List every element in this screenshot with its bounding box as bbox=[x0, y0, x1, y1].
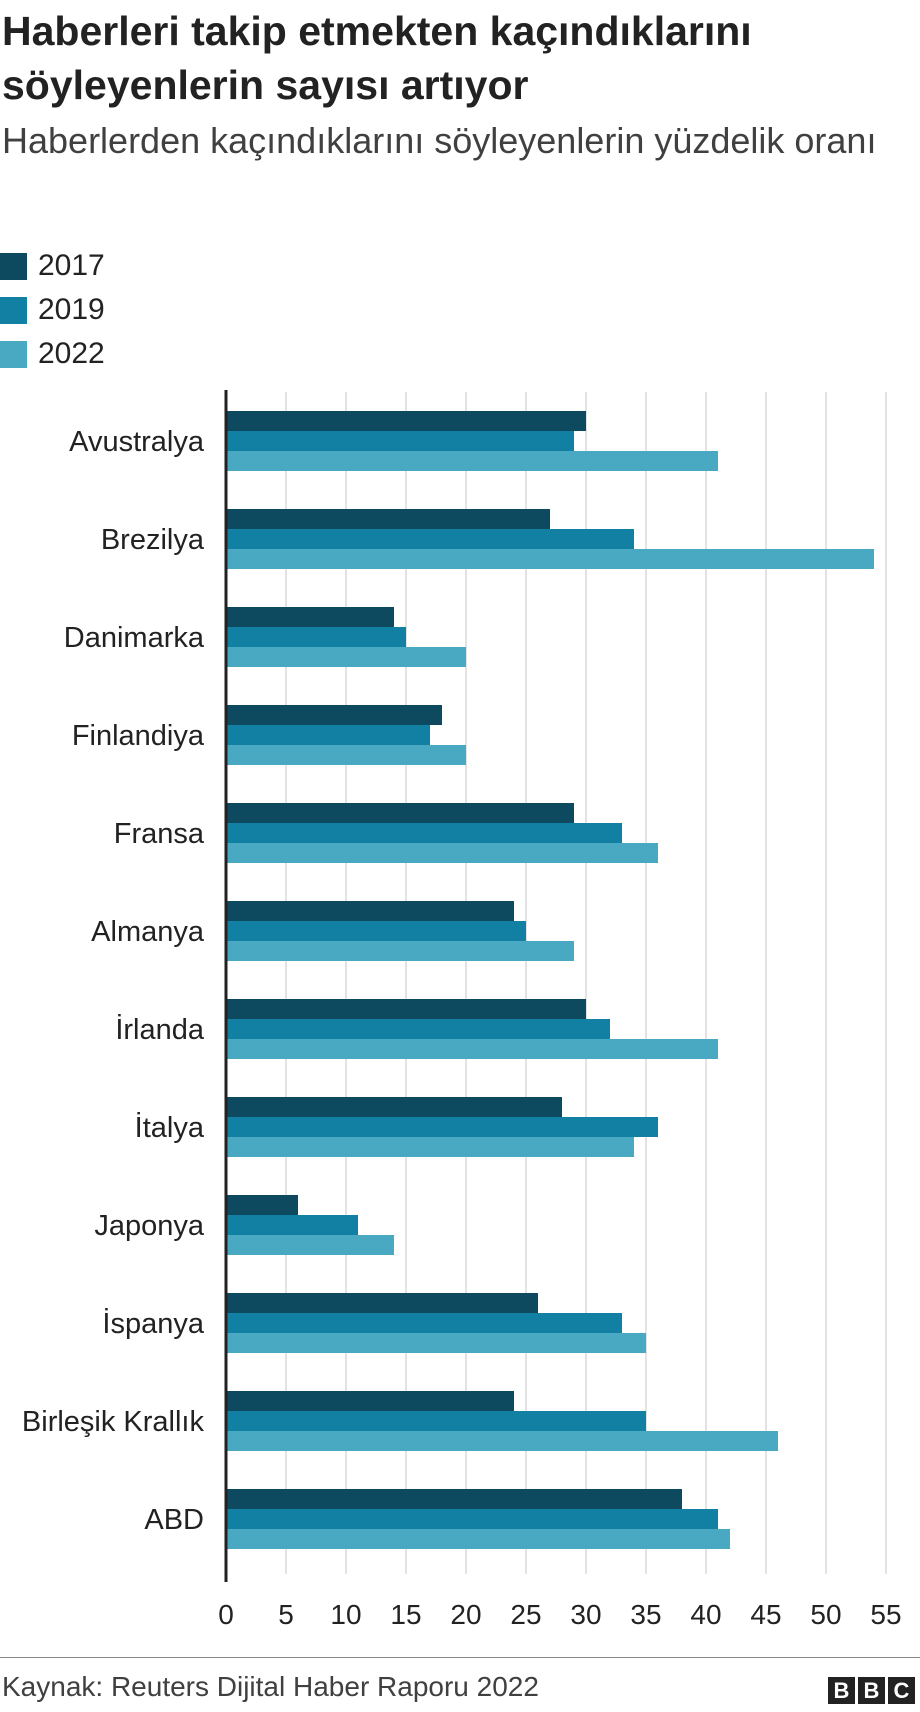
legend-label-2019: 2019 bbox=[38, 293, 105, 326]
legend-swatch-2019 bbox=[0, 296, 27, 324]
bar-2017 bbox=[226, 509, 550, 529]
x-tick-label: 50 bbox=[810, 1599, 841, 1630]
x-tick-label: 15 bbox=[390, 1599, 421, 1630]
bar-2017 bbox=[226, 999, 586, 1019]
x-tick-label: 20 bbox=[450, 1599, 481, 1630]
bbc-logo-letter: C bbox=[888, 1677, 915, 1704]
bar-2017 bbox=[226, 1293, 538, 1313]
bar-2017 bbox=[226, 901, 514, 921]
x-tick-label: 30 bbox=[570, 1599, 601, 1630]
chart-subtitle: Haberlerden kaçındıklarını söyleyenlerin… bbox=[2, 120, 877, 161]
bar-2019 bbox=[226, 627, 406, 647]
category-label: ABD bbox=[144, 1504, 204, 1536]
bar-2017 bbox=[226, 1489, 682, 1509]
bar-2019 bbox=[226, 1509, 718, 1529]
category-label: Finlandiya bbox=[72, 720, 205, 752]
footer-divider bbox=[0, 1657, 920, 1658]
bar-2022 bbox=[226, 1333, 646, 1353]
bar-2019 bbox=[226, 529, 634, 549]
bar-2022 bbox=[226, 745, 466, 765]
x-tick-label: 55 bbox=[870, 1599, 901, 1630]
bar-2019 bbox=[226, 1411, 646, 1431]
bar-2017 bbox=[226, 607, 394, 627]
category-label: İspanya bbox=[102, 1307, 204, 1340]
x-tick-label: 10 bbox=[330, 1599, 361, 1630]
bar-2022 bbox=[226, 1137, 634, 1157]
bar-2022 bbox=[226, 941, 574, 961]
x-tick-label: 45 bbox=[750, 1599, 781, 1630]
bar-2019 bbox=[226, 725, 430, 745]
bar-2022 bbox=[226, 549, 874, 569]
bar-chart: 0 5 10 15 20 25 30 35 40 45 50 55 Avustralya Brezilya… bbox=[22, 390, 902, 1630]
legend-item-2022: 2022 bbox=[0, 332, 105, 376]
category-label: İtalya bbox=[135, 1111, 205, 1144]
x-tick-label: 35 bbox=[630, 1599, 661, 1630]
bar-2022 bbox=[226, 843, 658, 863]
legend-label-2022: 2022 bbox=[38, 337, 105, 370]
bar-2017 bbox=[226, 803, 574, 823]
bar-2022 bbox=[226, 1431, 778, 1451]
bar-2019 bbox=[226, 921, 526, 941]
x-tick-label: 25 bbox=[510, 1599, 541, 1630]
category-label: Almanya bbox=[91, 916, 205, 948]
legend-swatch-2017 bbox=[0, 252, 27, 280]
category-label: Brezilya bbox=[101, 524, 205, 556]
bar-2022 bbox=[226, 1529, 730, 1549]
legend-swatch-2022 bbox=[0, 340, 27, 368]
bar-2022 bbox=[226, 1039, 718, 1059]
legend-label-2017: 2017 bbox=[38, 249, 105, 282]
category-label: Avustralya bbox=[69, 426, 205, 458]
bar-2019 bbox=[226, 431, 574, 451]
bbc-logo-letter: B bbox=[858, 1677, 885, 1704]
bar-2019 bbox=[226, 1117, 658, 1137]
category-label: İrlanda bbox=[115, 1013, 205, 1046]
bar-2017 bbox=[226, 411, 586, 431]
chart-title: Haberleri takip etmekten kaçındıklarını … bbox=[2, 8, 752, 108]
x-tick-label: 40 bbox=[690, 1599, 721, 1630]
category-label: Birleşik Krallık bbox=[22, 1406, 205, 1438]
bar-2019 bbox=[226, 1313, 622, 1333]
bar-2019 bbox=[226, 823, 622, 843]
x-tick-label: 0 bbox=[218, 1599, 234, 1630]
bar-2022 bbox=[226, 1235, 394, 1255]
bar-2022 bbox=[226, 647, 466, 667]
legend-item-2019: 2019 bbox=[0, 288, 105, 332]
bar-2019 bbox=[226, 1215, 358, 1235]
legend-item-2017: 2017 bbox=[0, 244, 105, 288]
category-label: Fransa bbox=[114, 818, 205, 850]
x-tick-label: 5 bbox=[278, 1599, 294, 1630]
bar-2019 bbox=[226, 1019, 610, 1039]
category-label: Japonya bbox=[94, 1210, 205, 1242]
source-note: Kaynak: Reuters Dijital Haber Raporu 202… bbox=[2, 1671, 539, 1702]
bar-2017 bbox=[226, 1097, 562, 1117]
bar-2017 bbox=[226, 1195, 298, 1215]
category-label: Danimarka bbox=[64, 622, 205, 654]
bar-2022 bbox=[226, 451, 718, 471]
bbc-logo: B B C bbox=[828, 1677, 915, 1704]
bbc-logo-letter: B bbox=[828, 1677, 855, 1704]
bar-2017 bbox=[226, 1391, 514, 1411]
bar-2017 bbox=[226, 705, 442, 725]
chart-legend: 2017 2019 2022 bbox=[0, 244, 105, 376]
